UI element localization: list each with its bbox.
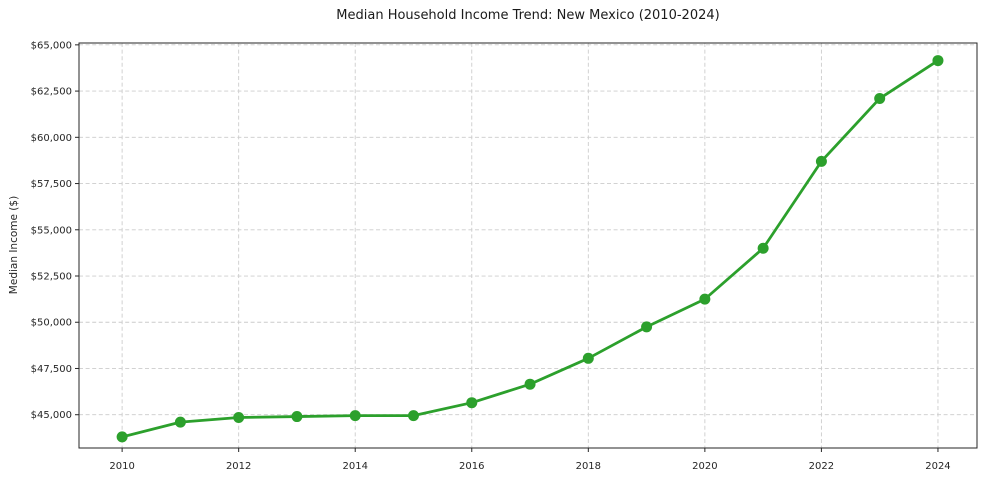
y-tick-label: $57,500 xyxy=(31,179,72,190)
data-point-2010 xyxy=(116,431,128,443)
data-point-2024 xyxy=(932,55,944,67)
data-point-2012 xyxy=(233,411,245,423)
data-point-2018 xyxy=(582,352,594,364)
x-tick-label: 2022 xyxy=(809,461,834,472)
y-tick-label: $55,000 xyxy=(31,225,72,236)
data-point-2015 xyxy=(407,410,419,422)
x-tick-label: 2024 xyxy=(925,461,950,472)
y-tick-label: $65,000 xyxy=(31,40,72,51)
chart-title: Median Household Income Trend: New Mexic… xyxy=(336,8,720,23)
data-point-2022 xyxy=(815,155,827,167)
x-tick-label: 2018 xyxy=(576,461,601,472)
data-point-2021 xyxy=(757,242,769,254)
y-tick-label: $52,500 xyxy=(31,272,72,283)
data-point-2013 xyxy=(291,411,303,423)
x-tick-label: 2014 xyxy=(342,461,367,472)
y-tick-label: $45,000 xyxy=(31,410,72,421)
x-tick-label: 2010 xyxy=(109,461,134,472)
y-tick-label: $47,500 xyxy=(31,364,72,375)
y-tick-label: $60,000 xyxy=(31,133,72,144)
axes-frame xyxy=(78,42,978,449)
data-point-2014 xyxy=(349,410,361,422)
y-tick-label: $62,500 xyxy=(31,87,72,98)
data-point-2017 xyxy=(524,378,536,390)
x-tick-label: 2012 xyxy=(226,461,251,472)
data-point-2019 xyxy=(641,321,653,333)
x-tick-label: 2020 xyxy=(692,461,717,472)
y-tick-label: $50,000 xyxy=(31,318,72,329)
data-point-2023 xyxy=(874,92,886,104)
x-tick-label: 2016 xyxy=(459,461,484,472)
data-point-2016 xyxy=(466,397,478,409)
data-point-2020 xyxy=(699,293,711,305)
data-point-2011 xyxy=(174,416,186,428)
